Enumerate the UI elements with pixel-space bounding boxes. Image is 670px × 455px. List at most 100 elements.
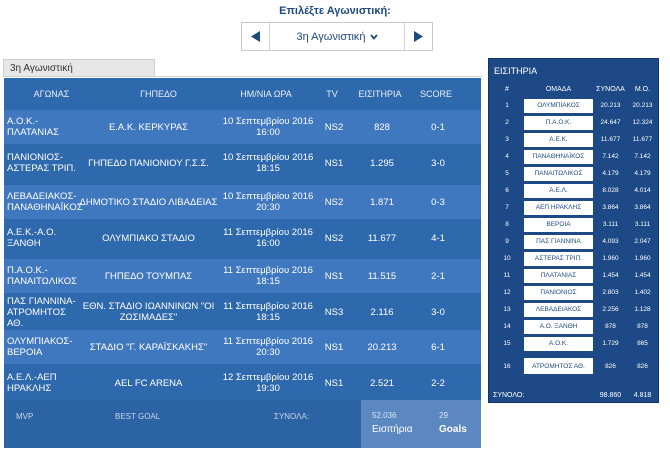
attendance-row: 7 ΑΕΠ ΗΡΑΚΛΗΣ 3.864 3.864 [490,199,657,216]
date-text: 10 Σεπτεμβρίου 2016 [222,116,314,127]
date-text: 11 Σεπτεμβρίου 2016 [223,336,313,347]
avg-cell: 826 [637,362,648,370]
tickets-cell: 11.677 [367,232,397,244]
tab-round[interactable]: 3η Αγωνιστική [3,59,155,76]
round-dropdown-value: 3η Αγωνιστική [296,30,366,43]
mvp-label: MVP [16,412,34,421]
sum-cell: 1.960 [602,255,619,262]
attendance-row: 16 ΑΤΡΟΜΗΤΟΣ ΑΘ. 826 826 [490,355,657,377]
games-table-header: ΑΓΩΝΑΣ ΓΗΠΕΔΟ ΗΜ/ΝΙΑ ΩΡΑ TV ΕΙΣΙΤΗΡΙΑ SC… [4,78,481,110]
avg-cell: 12.324 [632,119,653,126]
header-tv: TV [326,89,338,99]
team-cell: Π.Α.Ο.Κ. [524,115,593,130]
round-dropdown[interactable]: 3η Αγωνιστική [270,23,404,50]
match-cell: Π.Α.Ο.Κ.-ΠΑΝΑΙΤΩΛΙΚΟΣ [7,265,78,287]
next-round-button[interactable] [404,23,432,50]
total-tickets-value: 52.036 [372,411,397,420]
date-cell: 11 Σεπτεμβρίου 2016 18:15 [220,301,316,323]
date-text: 11 Σεπτεμβρίου 2016 [223,227,313,238]
attendance-row: 5 ΠΑΝΑΙΤΩΛΙΚΟΣ 4.179 4.179 [490,165,657,182]
avg-cell: 7.142 [634,153,651,160]
sum-cell: 826 [605,362,616,370]
stadium-cell: AEL FC ARENA [114,377,183,389]
match-cell: Α.Ε.Κ.-Α.Ο. ΞΑΝΘΗ [7,227,57,249]
header-avg: Μ.Ο. [634,85,651,93]
tv-cell: NS3 [324,306,344,318]
header-rank: # [505,85,509,93]
stadium-cell: ΣΤΑΔΙΟ "Γ. ΚΑΡΑΪΣΚΑΚΗΣ" [89,341,208,353]
time-text: 19:30 [256,383,280,394]
table-row: ΟΛΥΜΠΙΑΚΟΣ-ΒΕΡΟΙΑ ΣΤΑΔΙΟ "Γ. ΚΑΡΑΪΣΚΑΚΗΣ… [4,330,481,364]
stadium-cell: ΓΗΠΕΔΟ ΤΟΥΜΠΑΣ [104,270,193,282]
sum-cell: 878 [605,323,616,330]
table-row: ΛΕΒΑΔΕΙΑΚΟΣ-ΠΑΝΑΘΗΝΑΪΚΟΣ ΔΗΜΟΤΙΚΟ ΣΤΑΔΙΟ… [4,185,481,219]
rank-cell: 13 [503,306,511,313]
score-cell: 0-3 [431,196,445,208]
tv-cell: NS1 [324,341,344,353]
header-score: SCORE [419,89,452,99]
prev-round-button[interactable] [242,23,270,50]
time-text: 18:15 [256,312,280,323]
tickets-cell: 2.116 [370,306,394,318]
rank-cell: 4 [505,153,509,160]
score-cell: 3-0 [431,306,445,318]
attendance-row: 2 Π.Α.Ο.Κ. 24.647 12.324 [490,114,657,131]
date-cell: 11 Σεπτεμβρίου 2016 16:00 [220,227,316,249]
date-cell: 11 Σεπτεμβρίου 2016 20:30 [220,336,316,358]
stadium-cell: ΔΗΜΟΤΙΚΟ ΣΤΑΔΙΟ ΛΙΒΑΔΕΙΑΣ [79,196,218,208]
match-cell: Α.Ο.Κ.-ΠΛΑΤΑΝΙΑΣ [7,116,59,138]
tickets-cell: 2.521 [370,377,394,389]
right-arrow-icon [414,31,423,42]
total-tickets-label: Εισιτήρια [372,424,413,435]
match-cell: ΠΑΣ ΓΙΑΝΝΙΝΑ-ΑΤΡΟΜΗΤΟΣ ΑΘ. [7,295,76,329]
date-cell: 11 Σεπτεμβρίου 2016 18:15 [220,265,316,287]
team-cell: Α.Ο.Κ. [524,336,593,351]
header-stadium: ΓΗΠΕΔΟ [140,88,177,99]
table-row: Π.Α.Ο.Κ.-ΠΑΝΑΙΤΩΛΙΚΟΣ ΓΗΠΕΔΟ ΤΟΥΜΠΑΣ 11 … [4,259,481,293]
match-cell: ΠΑΝΙΟΝΙΟΣ-ΑΣΤΕΡΑΣ ΤΡΙΠ. [7,152,76,174]
stadium-cell: Ε.Α.Κ. ΚΕΡΚΥΡΑΣ [108,121,189,133]
tv-cell: NS2 [324,232,344,244]
date-text: 10 Σεπτεμβρίου 2016 [222,152,314,163]
sum-cell: 24.647 [600,119,621,126]
table-row: Α.Ε.Λ.-ΑΕΠ ΗΡΑΚΛΗΣ AEL FC ARENA 12 Σεπτε… [4,366,481,400]
time-text: 18:15 [256,276,280,287]
tv-cell: NS1 [324,157,344,169]
rank-cell: 9 [505,238,509,245]
round-selector: 3η Αγωνιστική [241,22,433,51]
team-cell: Α.Ο. ΞΑΝΘΗ [524,319,593,334]
attendance-row: 14 Α.Ο. ΞΑΝΘΗ 878 878 [490,318,657,335]
avg-cell: 1.402 [634,289,651,296]
avg-cell: 1.960 [634,255,651,262]
match-cell: Α.Ε.Λ.-ΑΕΠ ΗΡΑΚΛΗΣ [7,372,57,394]
tv-cell: NS1 [324,270,344,282]
rank-cell: 5 [505,170,509,177]
rank-cell: 2 [505,119,509,126]
totals-box: 52.036 Εισιτήρια 29 Goals [361,400,481,448]
sum-cell: 4.179 [602,170,619,177]
avg-cell: 11.677 [632,136,653,143]
total-label: ΣΥΝΟΛΟ: [493,391,525,399]
date-text: 10 Σεπτεμβρίου 2016 [222,191,314,202]
attendance-row: 8 ΒΕΡΟΙΑ 3.111 3.111 [490,216,657,233]
score-cell: 0-1 [431,121,445,133]
rank-cell: 12 [503,289,511,296]
time-text: 16:00 [256,238,280,249]
table-row: Α.Ο.Κ.-ΠΛΑΤΑΝΙΑΣ Ε.Α.Κ. ΚΕΡΚΥΡΑΣ 10 Σεπτ… [4,110,481,144]
attendance-row: 4 ΠΑΝΑΘΗΝΑΪΚΟΣ 7.142 7.142 [490,148,657,165]
attendance-title: ΕΙΣΙΤΗΡΙΑ [494,66,538,76]
score-cell: 2-2 [431,377,445,389]
avg-cell: 3.864 [634,204,651,211]
rank-cell: 10 [503,255,511,262]
avg-cell: 3.111 [634,221,651,228]
rank-cell: 14 [503,323,511,330]
tickets-cell: 20.213 [367,341,397,353]
team-cell: ΠΑΝΑΙΤΩΛΙΚΟΣ [524,166,593,181]
header-date: ΗΜ/ΝΙΑ ΩΡΑ [240,88,292,99]
sum-cell: 2.803 [602,289,619,296]
team-cell: ΑΕΠ ΗΡΑΚΛΗΣ [524,200,593,215]
time-text: 18:15 [256,163,280,174]
attendance-row: 9 ΠΑΣ ΓΙΑΝΝΙΝΑ 4.093 2.047 [490,233,657,250]
date-text: 12 Σεπτεμβρίου 2016 [222,372,314,383]
rank-cell: 1 [505,102,509,109]
